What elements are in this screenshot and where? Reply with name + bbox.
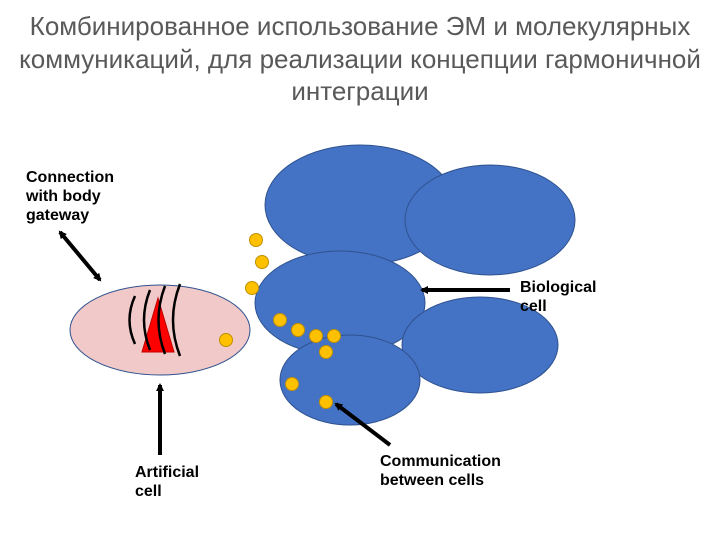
diagram-canvas (0, 0, 720, 540)
molecule-dot (328, 330, 341, 343)
molecule-dot (310, 330, 323, 343)
molecule-dot (246, 282, 259, 295)
molecule-dot (320, 346, 333, 359)
label-gateway: Connection with body gateway (26, 168, 114, 226)
biological-cell (280, 335, 420, 425)
molecule-dot (256, 256, 269, 269)
label-biological: Biological cell (520, 278, 596, 316)
biological-cell (405, 165, 575, 275)
arrow-gateway (60, 232, 100, 280)
label-comm: Communication between cells (380, 452, 501, 490)
molecule-dot (250, 234, 263, 247)
molecule-dot (292, 324, 305, 337)
molecule-dot (274, 314, 287, 327)
molecule-dot (320, 396, 333, 409)
molecule-dot (220, 334, 233, 347)
molecule-dot (286, 378, 299, 391)
label-artificial: Artificial cell (135, 463, 199, 501)
